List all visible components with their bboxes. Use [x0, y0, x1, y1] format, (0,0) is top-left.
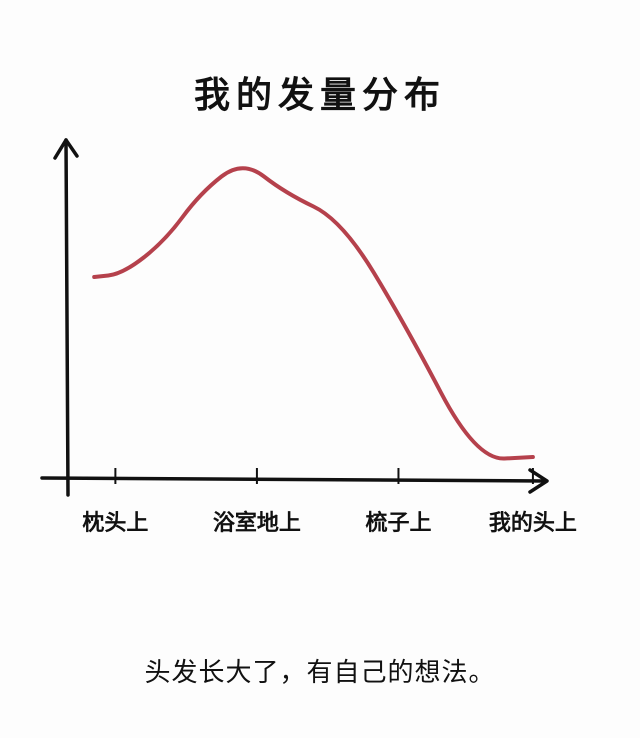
x-axis: [40, 476, 547, 483]
x-axis-arrow: [528, 468, 549, 494]
x-tick-label: 我的头上: [488, 511, 577, 536]
series-layer: [92, 166, 535, 461]
series-line-0: [92, 166, 535, 461]
caption: 头发长大了，有自己的想法。: [144, 658, 496, 688]
chart-title: 我的发量分布: [193, 75, 446, 116]
x-ticks: [114, 468, 534, 484]
y-axis-arrow: [53, 138, 79, 160]
y-axis: [64, 138, 70, 497]
x-tick-label: 梳子上: [365, 511, 432, 536]
x-tick-label: 枕头上: [82, 511, 149, 536]
x-tick-label: 浴室地上: [212, 511, 301, 536]
chart-axes: [40, 138, 549, 497]
